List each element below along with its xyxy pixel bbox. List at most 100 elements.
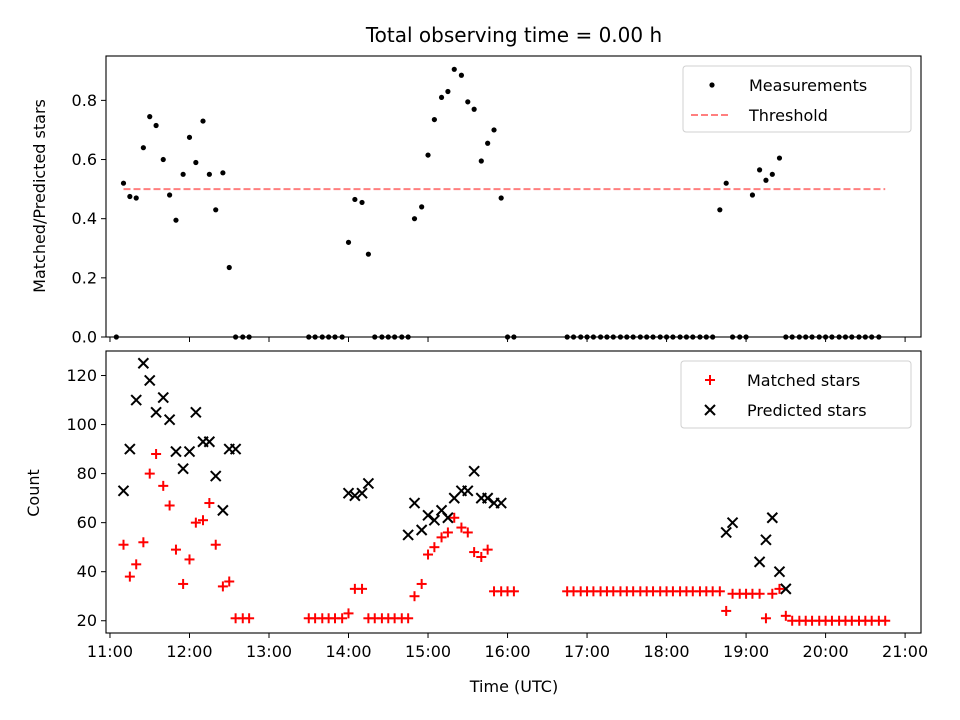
- measurement-point: [690, 334, 696, 340]
- x-b: [170, 445, 182, 458]
- x-tick-label: 19:00: [723, 642, 769, 661]
- measurement-point: [657, 334, 663, 340]
- matched-star-point: [343, 608, 354, 619]
- x-b: [468, 465, 480, 477]
- x-b: [428, 514, 441, 526]
- measurement-point: [796, 334, 802, 340]
- measurement-point: [803, 334, 809, 340]
- legend-dot-icon: [709, 82, 715, 88]
- measurement-point: [431, 116, 437, 123]
- p0-y-tick-label: 0.4: [72, 209, 97, 228]
- predicted-star-point: [408, 497, 421, 509]
- predicted-star-point: [780, 583, 792, 595]
- predicted-star-point: [203, 436, 216, 448]
- predicted-star-point: [442, 512, 454, 524]
- predicted-star-point: [766, 512, 779, 524]
- measurement-point: [352, 196, 358, 203]
- matched-star-point: [754, 588, 765, 599]
- x-b: [183, 445, 196, 458]
- measurement-point: [584, 334, 590, 340]
- x-b: [210, 470, 222, 482]
- measurement-point: [127, 193, 133, 200]
- measurement-point: [789, 334, 795, 340]
- measurement-point: [200, 118, 206, 124]
- matched-star-point: [170, 544, 181, 555]
- matched-star-point: [423, 549, 434, 560]
- x-b: [415, 524, 428, 536]
- predicted-star-point: [177, 462, 189, 475]
- matched-star-point: [449, 512, 460, 523]
- predicted-star-point: [773, 565, 786, 578]
- top-chart-title: Total observing time = 0.00 h: [365, 23, 662, 47]
- measurement-point: [186, 134, 193, 140]
- predicted-star-point: [183, 445, 196, 458]
- predicted-star-point: [720, 526, 732, 539]
- measurement-point: [604, 334, 610, 340]
- measurement-point: [332, 334, 338, 340]
- measurement-point: [213, 207, 219, 213]
- predicted-star-point: [362, 477, 375, 490]
- p1-y-tick-label: 40: [77, 562, 97, 581]
- matched-star-point: [508, 586, 519, 597]
- measurement-point: [465, 99, 471, 105]
- p1-legend-box: [680, 360, 912, 429]
- predicted-star-point: [117, 485, 130, 497]
- p0-legend: Measurements Threshold: [682, 65, 912, 133]
- measurement-point: [405, 334, 411, 340]
- measurement-point: [637, 334, 643, 340]
- x-b: [766, 512, 779, 524]
- x-b: [362, 477, 375, 490]
- p1-y-tick-label: 80: [77, 464, 97, 483]
- x-tick-label: 21:00: [882, 642, 928, 661]
- measurement-point: [173, 217, 179, 223]
- matched-star-point: [151, 448, 162, 459]
- measurement-point: [624, 334, 630, 340]
- measurement-point: [233, 334, 239, 340]
- measurement-point: [822, 334, 829, 340]
- matched-star-point: [767, 588, 778, 599]
- predicted-star-point: [726, 516, 739, 529]
- measurement-point: [663, 334, 670, 340]
- predicted-star-point: [137, 357, 150, 369]
- measurement-point: [776, 155, 783, 161]
- matched-star-point: [456, 522, 467, 533]
- p0-y-tick-label: 0.6: [72, 150, 97, 169]
- p1-axes-frame: [105, 350, 922, 634]
- x-b: [229, 443, 242, 455]
- x-b: [190, 406, 202, 419]
- measurement-point: [471, 106, 477, 112]
- x-tick-label: 20:00: [803, 642, 849, 661]
- predicted-star-point: [402, 529, 414, 541]
- matched-star-point: [469, 547, 480, 558]
- measurement-point: [419, 204, 425, 210]
- x-b: [481, 492, 494, 504]
- measurement-point: [160, 156, 166, 163]
- top-plot-area: 0.0 0.2 0.4 0.6 0.8 Measurements Threshold: [72, 55, 922, 347]
- measurement-point: [379, 334, 385, 340]
- predicted-star-point: [753, 556, 766, 568]
- matched-star-point: [217, 581, 228, 592]
- legend-label: Matched stars: [747, 371, 860, 390]
- x-b: [726, 516, 739, 529]
- matched-star-point: [476, 551, 487, 562]
- measurement-point: [240, 334, 246, 340]
- measurement-point: [180, 171, 186, 177]
- measurement-point: [630, 334, 636, 340]
- measurement-point: [617, 334, 624, 340]
- x-b: [356, 487, 368, 499]
- legend-label: Predicted stars: [747, 401, 867, 420]
- p1-series-matched-stars: [118, 448, 891, 626]
- measurement-point: [683, 334, 690, 340]
- measurement-point: [326, 334, 332, 340]
- measurement-point: [829, 334, 835, 340]
- measurement-point: [836, 334, 842, 340]
- matched-star-point: [131, 559, 142, 570]
- bottom-y-axis-label: Count: [24, 469, 43, 517]
- x-axis-label: Time (UTC): [469, 677, 558, 696]
- matched-star-point: [429, 542, 440, 553]
- measurement-point: [564, 334, 570, 340]
- measurement-point: [590, 334, 597, 340]
- predicted-star-point: [462, 485, 474, 497]
- measurement-point: [677, 334, 683, 340]
- measurement-point: [425, 152, 431, 158]
